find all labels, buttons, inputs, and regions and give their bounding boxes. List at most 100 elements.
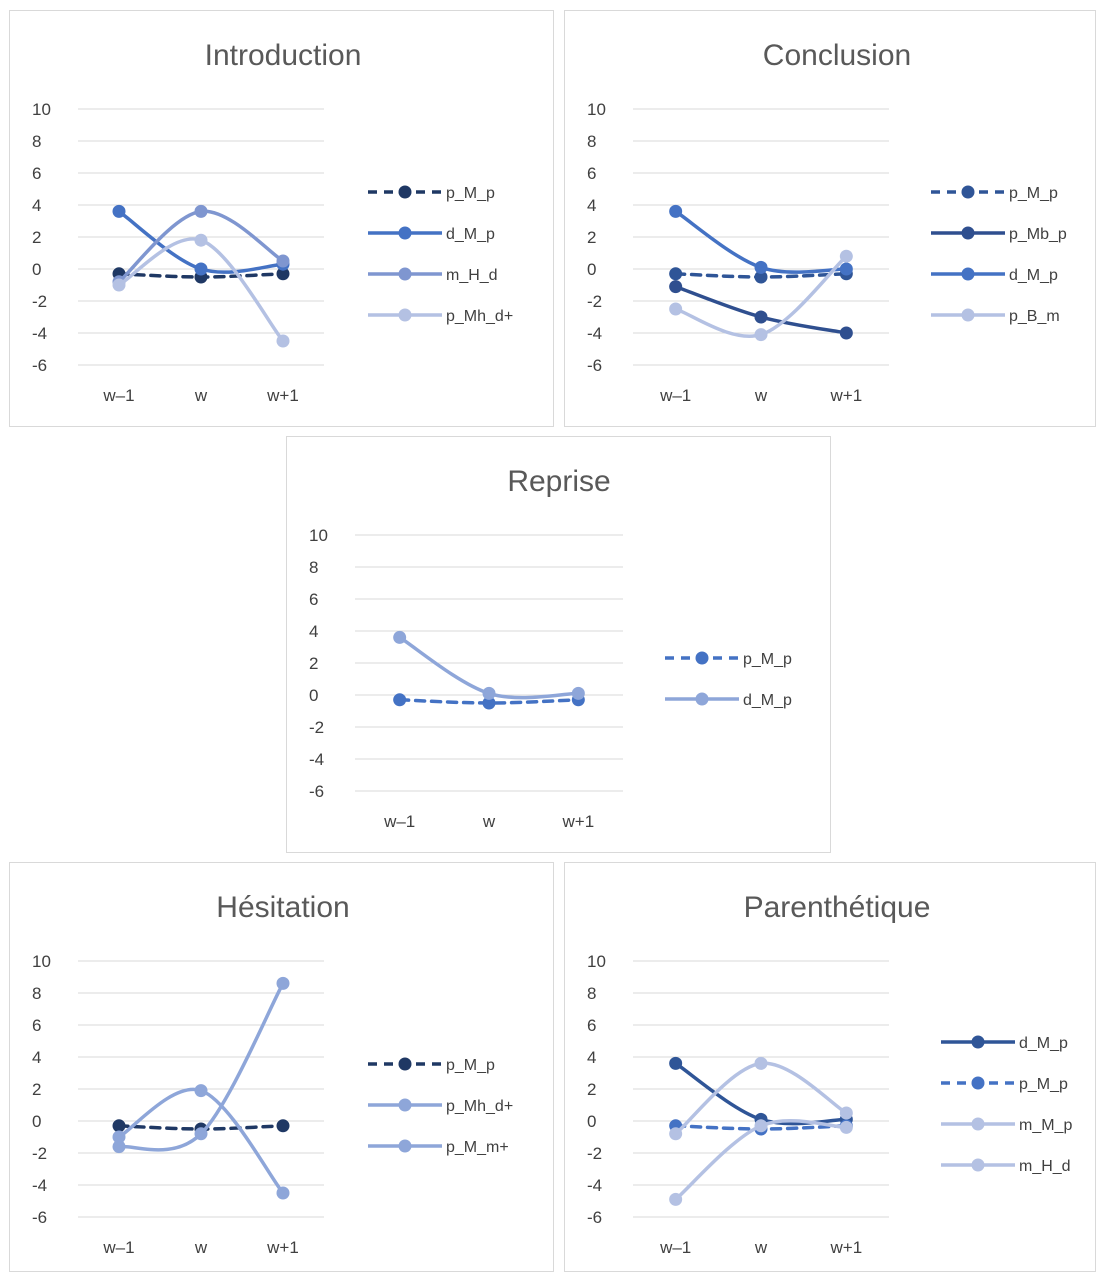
data-point <box>669 204 683 218</box>
data-point <box>112 278 126 292</box>
data-point <box>112 1130 126 1144</box>
data-point <box>669 1127 683 1141</box>
legend-label: p_M_m+ <box>446 1139 509 1156</box>
chart-svg-hesitation: Hésitation 10 8 6 4 2 0 -2 -4 -6 w–1 w w+1 p_M_p p_Mh_… <box>32 891 513 1257</box>
y-tick-label: -2 <box>587 292 602 311</box>
data-point <box>571 686 585 700</box>
data-point <box>276 1186 290 1200</box>
x-tick-label: w <box>754 1238 768 1257</box>
y-tick-label: 2 <box>32 1080 41 1099</box>
y-tick-label: 0 <box>587 260 596 279</box>
chart-panel-parenthetique: Parenthétique 10 8 6 4 2 0 -2 -4 -6 w–1 w w+1 d_M_p p_… <box>564 862 1096 1272</box>
legend-label: m_M_p <box>1019 1117 1072 1134</box>
x-tick-label: w+1 <box>829 1238 862 1257</box>
x-tick-label: w+1 <box>829 386 862 405</box>
chart-svg-parenthetique: Parenthétique 10 8 6 4 2 0 -2 -4 -6 w–1 w w+1 d_M_p p_… <box>587 891 1072 1257</box>
data-point <box>669 1192 683 1206</box>
y-tick-label: 0 <box>32 260 41 279</box>
y-tick-label: -2 <box>32 1144 47 1163</box>
data-point <box>276 976 290 990</box>
y-tick-label: 4 <box>309 622 318 641</box>
chart-title: Conclusion <box>763 39 911 72</box>
y-tick-label: -6 <box>587 1208 602 1227</box>
legend-swatch-marker <box>398 267 412 281</box>
y-tick-label: 6 <box>587 164 596 183</box>
legend-label: p_M_p <box>446 185 495 202</box>
legend-label: p_M_p <box>743 651 792 668</box>
legend-swatch-marker <box>398 308 412 322</box>
legend-label: d_M_p <box>1019 1035 1068 1052</box>
data-point <box>194 262 208 276</box>
data-point <box>839 1120 853 1134</box>
y-tick-label: 6 <box>32 164 41 183</box>
data-point <box>112 204 126 218</box>
y-tick-label: 6 <box>32 1016 41 1035</box>
legend-label: d_M_p <box>446 226 495 243</box>
y-tick-label: 10 <box>32 100 51 119</box>
y-tick-label: 0 <box>587 1112 596 1131</box>
x-tick-label: w+1 <box>266 386 299 405</box>
y-tick-label: 4 <box>587 196 596 215</box>
data-point <box>754 1119 768 1133</box>
data-point <box>754 1056 768 1070</box>
y-tick-label: -6 <box>32 356 47 375</box>
data-point <box>194 1127 208 1141</box>
y-tick-label: 8 <box>587 132 596 151</box>
data-point <box>393 693 407 707</box>
legend-swatch-marker <box>961 185 975 199</box>
data-point <box>669 267 683 281</box>
y-tick-label: 10 <box>587 952 606 971</box>
legend-label: p_B_m <box>1009 308 1060 325</box>
data-point <box>669 280 683 294</box>
y-tick-label: 8 <box>587 984 596 1003</box>
y-tick-label: 4 <box>587 1048 596 1067</box>
data-point <box>754 270 768 284</box>
x-tick-label: w <box>482 812 496 831</box>
y-tick-label: -4 <box>32 1176 47 1195</box>
data-point <box>194 204 208 218</box>
data-point <box>482 696 496 710</box>
chart-svg-reprise: Reprise 10 8 6 4 2 0 -2 -4 -6 w–1 w w+1 p_M_p d_M_p <box>309 465 792 831</box>
y-tick-label: -6 <box>32 1208 47 1227</box>
legend-swatch-marker <box>695 692 709 706</box>
legend-swatch-marker <box>961 308 975 322</box>
data-point <box>276 1119 290 1133</box>
legend-label: p_Mh_d+ <box>446 308 513 325</box>
y-tick-label: 2 <box>587 228 596 247</box>
y-tick-label: -2 <box>309 718 324 737</box>
y-tick-label: -6 <box>587 356 602 375</box>
data-point <box>276 267 290 281</box>
legend-swatch-marker <box>971 1117 985 1131</box>
chart-panel-introduction: Introduction 10 8 6 4 2 0 -2 -4 -6 w–1 w w+1 p_M_p d_M… <box>9 10 554 427</box>
x-tick-label: w <box>754 386 768 405</box>
y-tick-label: 0 <box>309 686 318 705</box>
data-point <box>839 249 853 263</box>
legend-swatch-marker <box>971 1158 985 1172</box>
data-point <box>754 310 768 324</box>
x-tick-label: w–1 <box>659 386 691 405</box>
x-tick-label: w <box>194 1238 208 1257</box>
y-tick-label: 2 <box>32 228 41 247</box>
data-point <box>839 1106 853 1120</box>
legend-swatch-marker <box>961 226 975 240</box>
y-tick-label: -2 <box>587 1144 602 1163</box>
legend-label: p_M_p <box>1009 185 1058 202</box>
chart-title: Reprise <box>507 465 610 498</box>
y-tick-label: 0 <box>32 1112 41 1131</box>
y-tick-label: 10 <box>309 526 328 545</box>
y-tick-label: 4 <box>32 1048 41 1067</box>
data-point <box>112 1140 126 1154</box>
data-point <box>669 302 683 316</box>
data-point <box>754 328 768 342</box>
x-tick-label: w+1 <box>561 812 594 831</box>
x-tick-label: w–1 <box>102 386 134 405</box>
legend-label: p_Mh_d+ <box>446 1098 513 1115</box>
legend-label: m_H_d <box>446 267 498 284</box>
legend-swatch-marker <box>695 651 709 665</box>
data-point <box>276 254 290 268</box>
data-point <box>112 1119 126 1133</box>
x-tick-label: w–1 <box>659 1238 691 1257</box>
legend-label: p_M_p <box>446 1057 495 1074</box>
y-tick-label: 8 <box>32 132 41 151</box>
y-tick-label: 6 <box>587 1016 596 1035</box>
